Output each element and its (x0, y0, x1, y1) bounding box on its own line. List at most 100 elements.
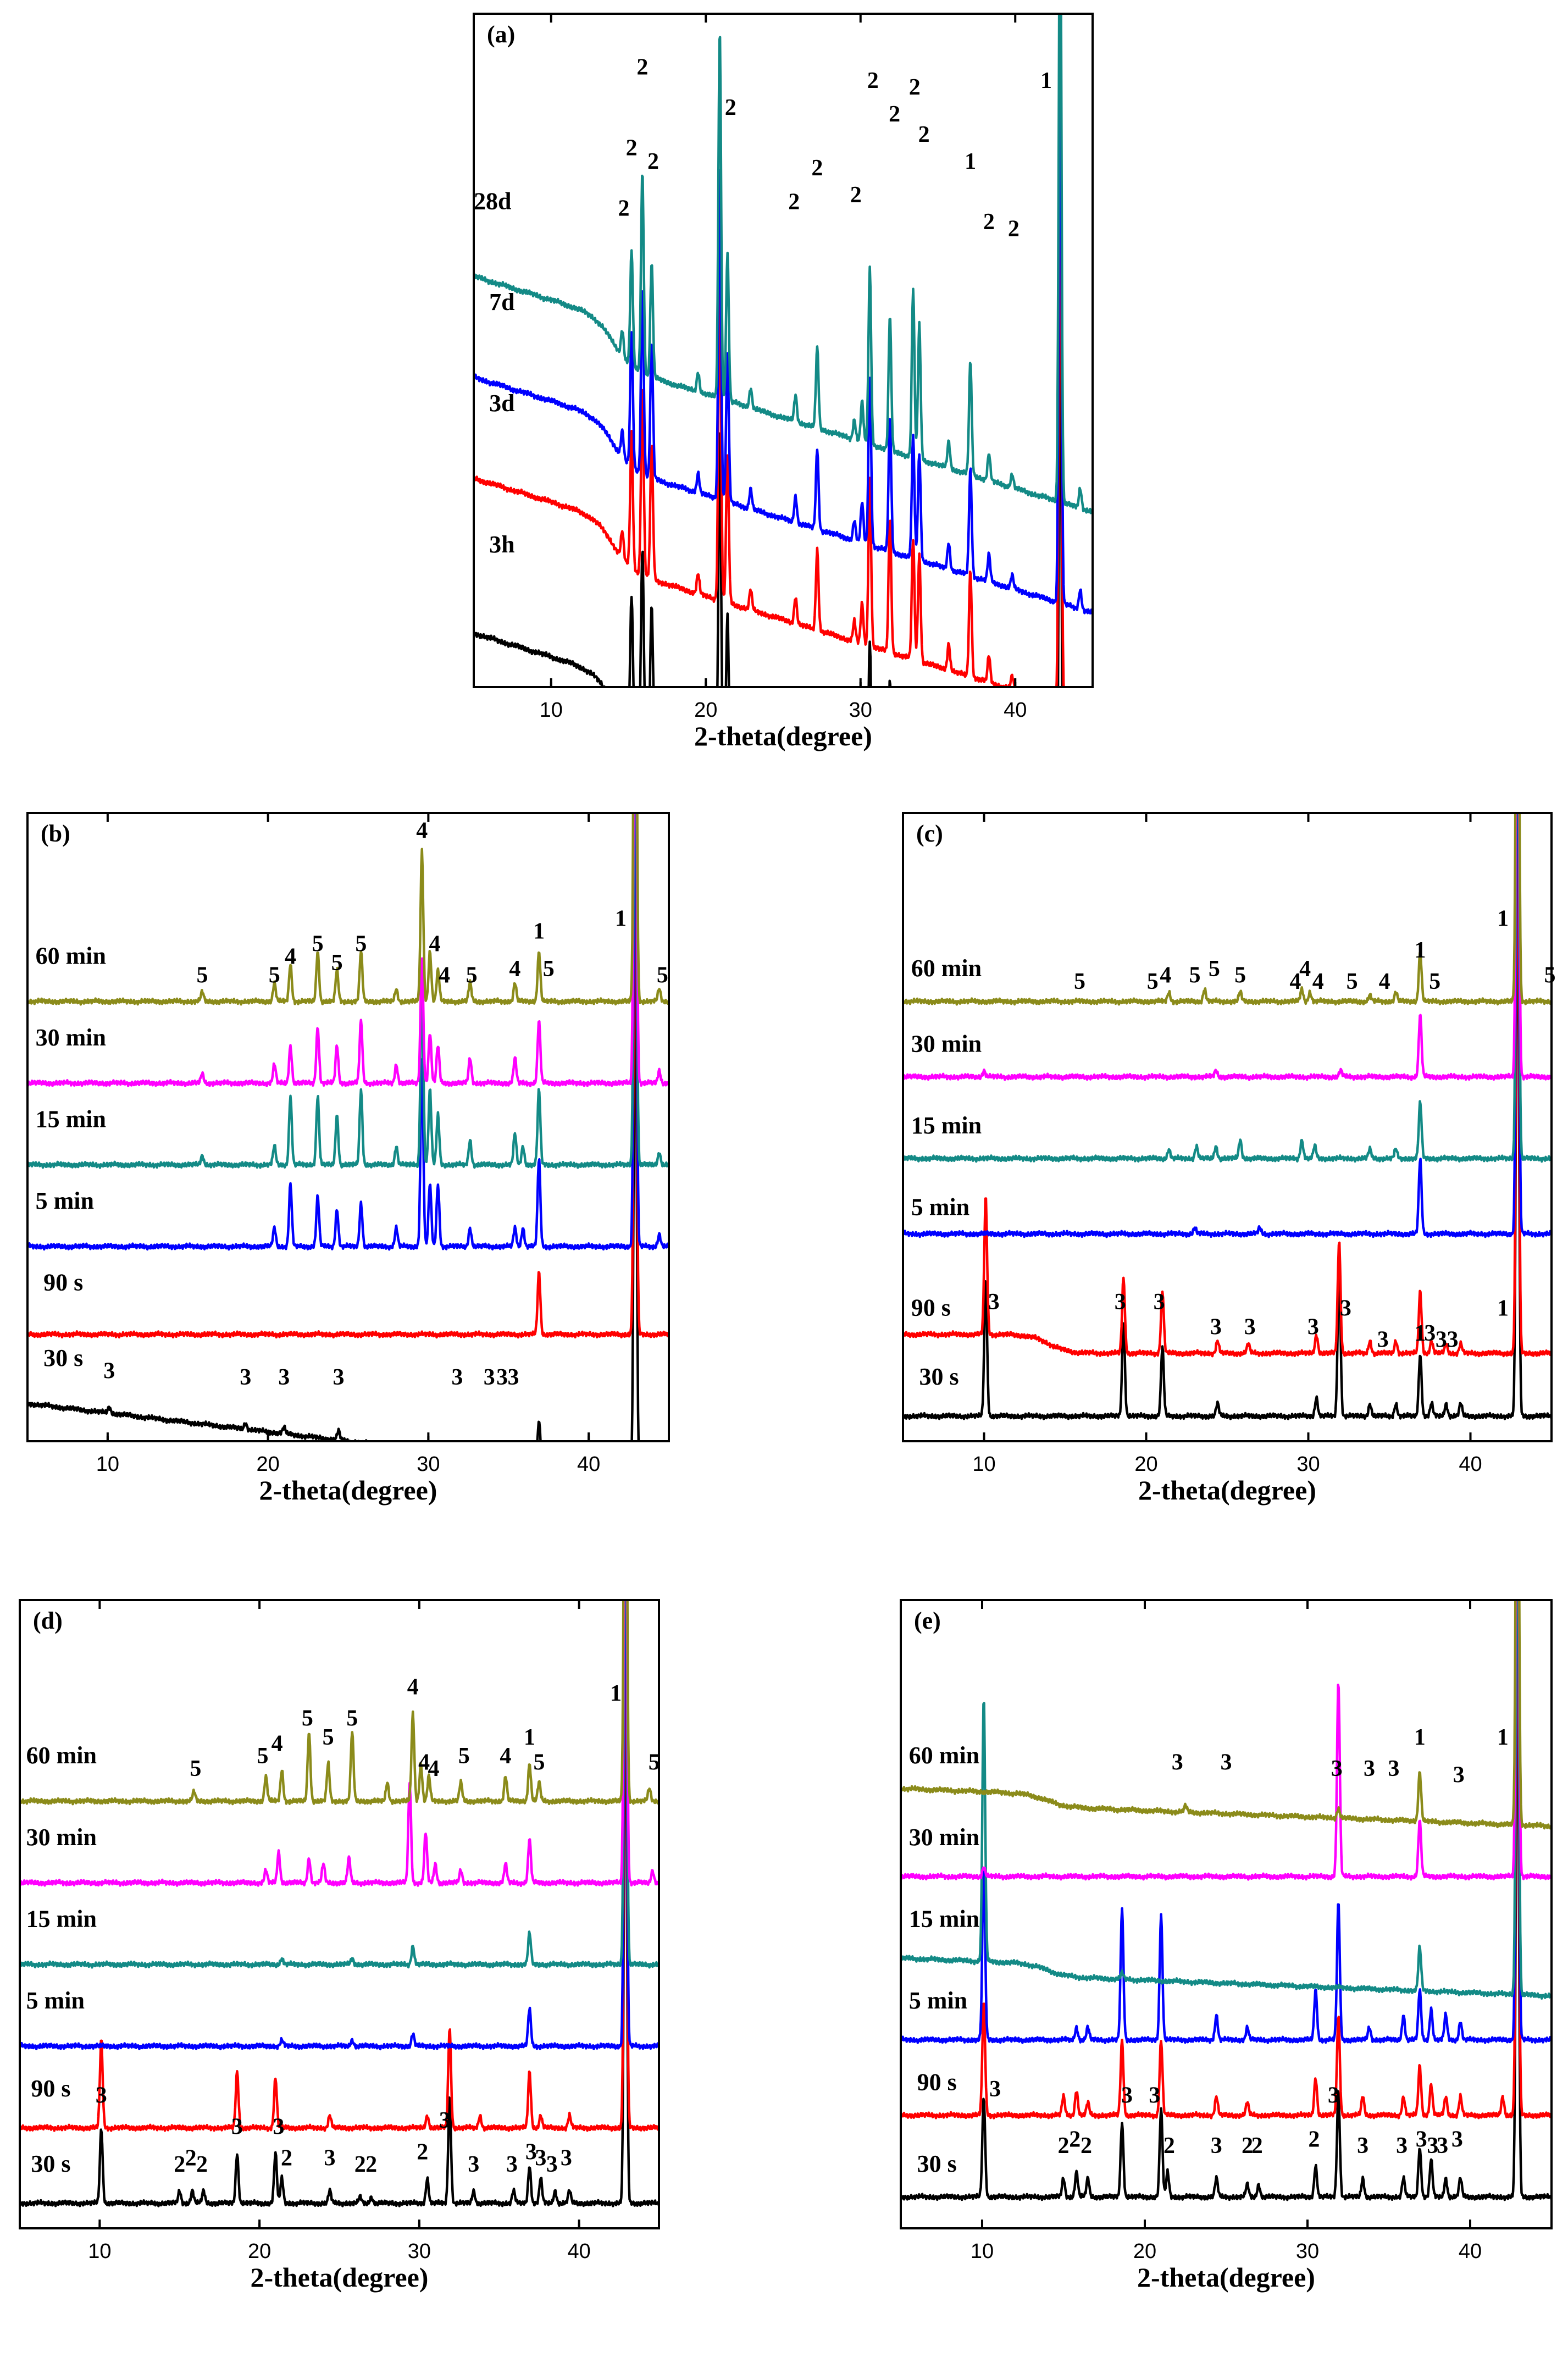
peak-label: 4 (500, 1744, 511, 1769)
peak-label: 1 (1040, 68, 1052, 93)
panel-label: (d) (33, 1607, 63, 1634)
trace-90-s (901, 1600, 1552, 2119)
peak-label: 1 (1415, 1321, 1426, 1346)
peak-label: 5 (1147, 969, 1159, 994)
peak-label: 3 (1154, 1290, 1165, 1315)
plot-frame (26, 812, 670, 1442)
peak-label: 1 (1497, 1296, 1509, 1321)
x-tick-label: 20 (1133, 2240, 1156, 2263)
peak-label: 5 (257, 1744, 268, 1769)
peak-label: 1 (610, 1681, 622, 1706)
peak-label: 2 (1242, 2133, 1253, 2159)
plot-frame (473, 13, 1094, 688)
peak-label: 4 (429, 931, 441, 956)
panel-c: 10 20 30 40 2-theta(degree) (c) 30 s 90 s 5 min 1… (902, 812, 1556, 1506)
peak-label: 2 (1008, 216, 1020, 241)
trace-30-min (27, 813, 669, 1088)
peak-label: 2 (1251, 2133, 1263, 2159)
trace-30-s (27, 891, 640, 1441)
peak-label: 3 (240, 1365, 251, 1390)
trace-90-s (20, 1600, 659, 2132)
trace-3h (474, 273, 1063, 687)
peak-label: 1 (1414, 1725, 1426, 1750)
trace-label: 3h (489, 531, 514, 558)
peak-label: 1 (1415, 938, 1426, 963)
x-axis-label: 2-theta(degree) (1137, 2262, 1315, 2293)
trace-label: 90 s (43, 1269, 83, 1296)
peak-label: 3 (439, 2108, 451, 2133)
peak-label: 3 (989, 2077, 1001, 2102)
trace-label: 15 min (909, 1905, 979, 1932)
trace-label: 7d (489, 289, 514, 316)
plot-frame (900, 1599, 1553, 2229)
trace-label: 90 s (911, 1294, 951, 1321)
peak-label: 4 (285, 944, 296, 969)
peak-label: 2 (281, 2146, 292, 2171)
peak-label: 3 (1357, 2133, 1368, 2159)
x-tick-label: 40 (1459, 1453, 1482, 1476)
trace-60-min (901, 1600, 1552, 1830)
peak-label: 5 (323, 1725, 334, 1750)
trace-label: 90 s (31, 2075, 70, 2102)
trace-30-min (20, 1600, 659, 1888)
peak-label: 3 (988, 1290, 1000, 1315)
x-tick-label: 20 (694, 699, 717, 722)
peak-label: 1 (615, 906, 627, 932)
trace-90-s (903, 813, 1552, 1358)
peak-label: 2 (618, 196, 630, 222)
peak-label: 3 (1331, 1756, 1343, 1781)
peak-label: 3 (1121, 2083, 1133, 2108)
peak-label: 5 (1429, 969, 1440, 994)
x-tick-label: 40 (1459, 2240, 1482, 2263)
peak-label: 3 (273, 2115, 285, 2140)
peak-label: 3 (333, 1365, 344, 1390)
trace-5-min (20, 1600, 659, 2051)
peak-label: 3 (1436, 1327, 1447, 1353)
peak-label: 3 (1244, 1315, 1256, 1340)
panel-d: 10 20 30 40 2-theta(degree) (d) 30 s 90 s 5 min 1… (19, 1599, 660, 2293)
peak-label: 2 (1058, 2133, 1070, 2159)
trace-label: 15 min (911, 1112, 982, 1139)
peak-label: 3 (1364, 1756, 1375, 1781)
trace-15-min (20, 1600, 659, 1969)
peak-label: 5 (312, 931, 324, 956)
peak-label: 5 (331, 950, 343, 976)
trace-label: 5 min (909, 1987, 967, 2014)
peak-label: 5 (190, 1756, 201, 1781)
x-tick-label: 30 (408, 2240, 431, 2263)
peak-label: 2 (1069, 2127, 1081, 2152)
trace-label: 5 min (26, 1987, 85, 2014)
trace-label: 60 min (26, 1742, 97, 1769)
trace-5-min (903, 813, 1552, 1238)
trace-label: 5 min (36, 1187, 94, 1214)
peak-label: 3 (535, 2146, 546, 2171)
peak-label: 2 (788, 189, 800, 214)
peak-label: 3 (1424, 1321, 1436, 1346)
trace-90-s (27, 813, 669, 1339)
trace-label: 60 min (911, 955, 982, 982)
trace-label: 3d (489, 390, 514, 417)
x-tick-label: 30 (1296, 2240, 1319, 2263)
peak-label: 1 (965, 149, 976, 174)
peak-label: 2 (889, 102, 900, 127)
peak-label: 4 (428, 1756, 440, 1781)
peak-label: 3 (546, 2152, 558, 2177)
trace-28d (474, 14, 1093, 514)
x-axis-label: 2-theta(degree) (1138, 1475, 1316, 1506)
trace-60-min (903, 813, 1552, 1006)
peak-label: 5 (1347, 969, 1358, 994)
plot-frame (902, 812, 1553, 1442)
trace-30-s (903, 832, 1552, 1420)
peak-label: 2 (354, 2152, 366, 2177)
peak-label: 3 (96, 2083, 107, 2108)
x-tick-label: 40 (1004, 699, 1027, 722)
trace-label: 30 s (31, 2150, 70, 2177)
peak-label: 3 (1172, 1750, 1183, 1775)
peak-label: 3 (324, 2146, 336, 2171)
peak-label: 2 (909, 75, 921, 100)
peak-label: 3 (1115, 1290, 1126, 1315)
plot-frame (19, 1599, 660, 2229)
peak-label: 3 (484, 1365, 495, 1390)
x-tick-label: 10 (540, 699, 563, 722)
